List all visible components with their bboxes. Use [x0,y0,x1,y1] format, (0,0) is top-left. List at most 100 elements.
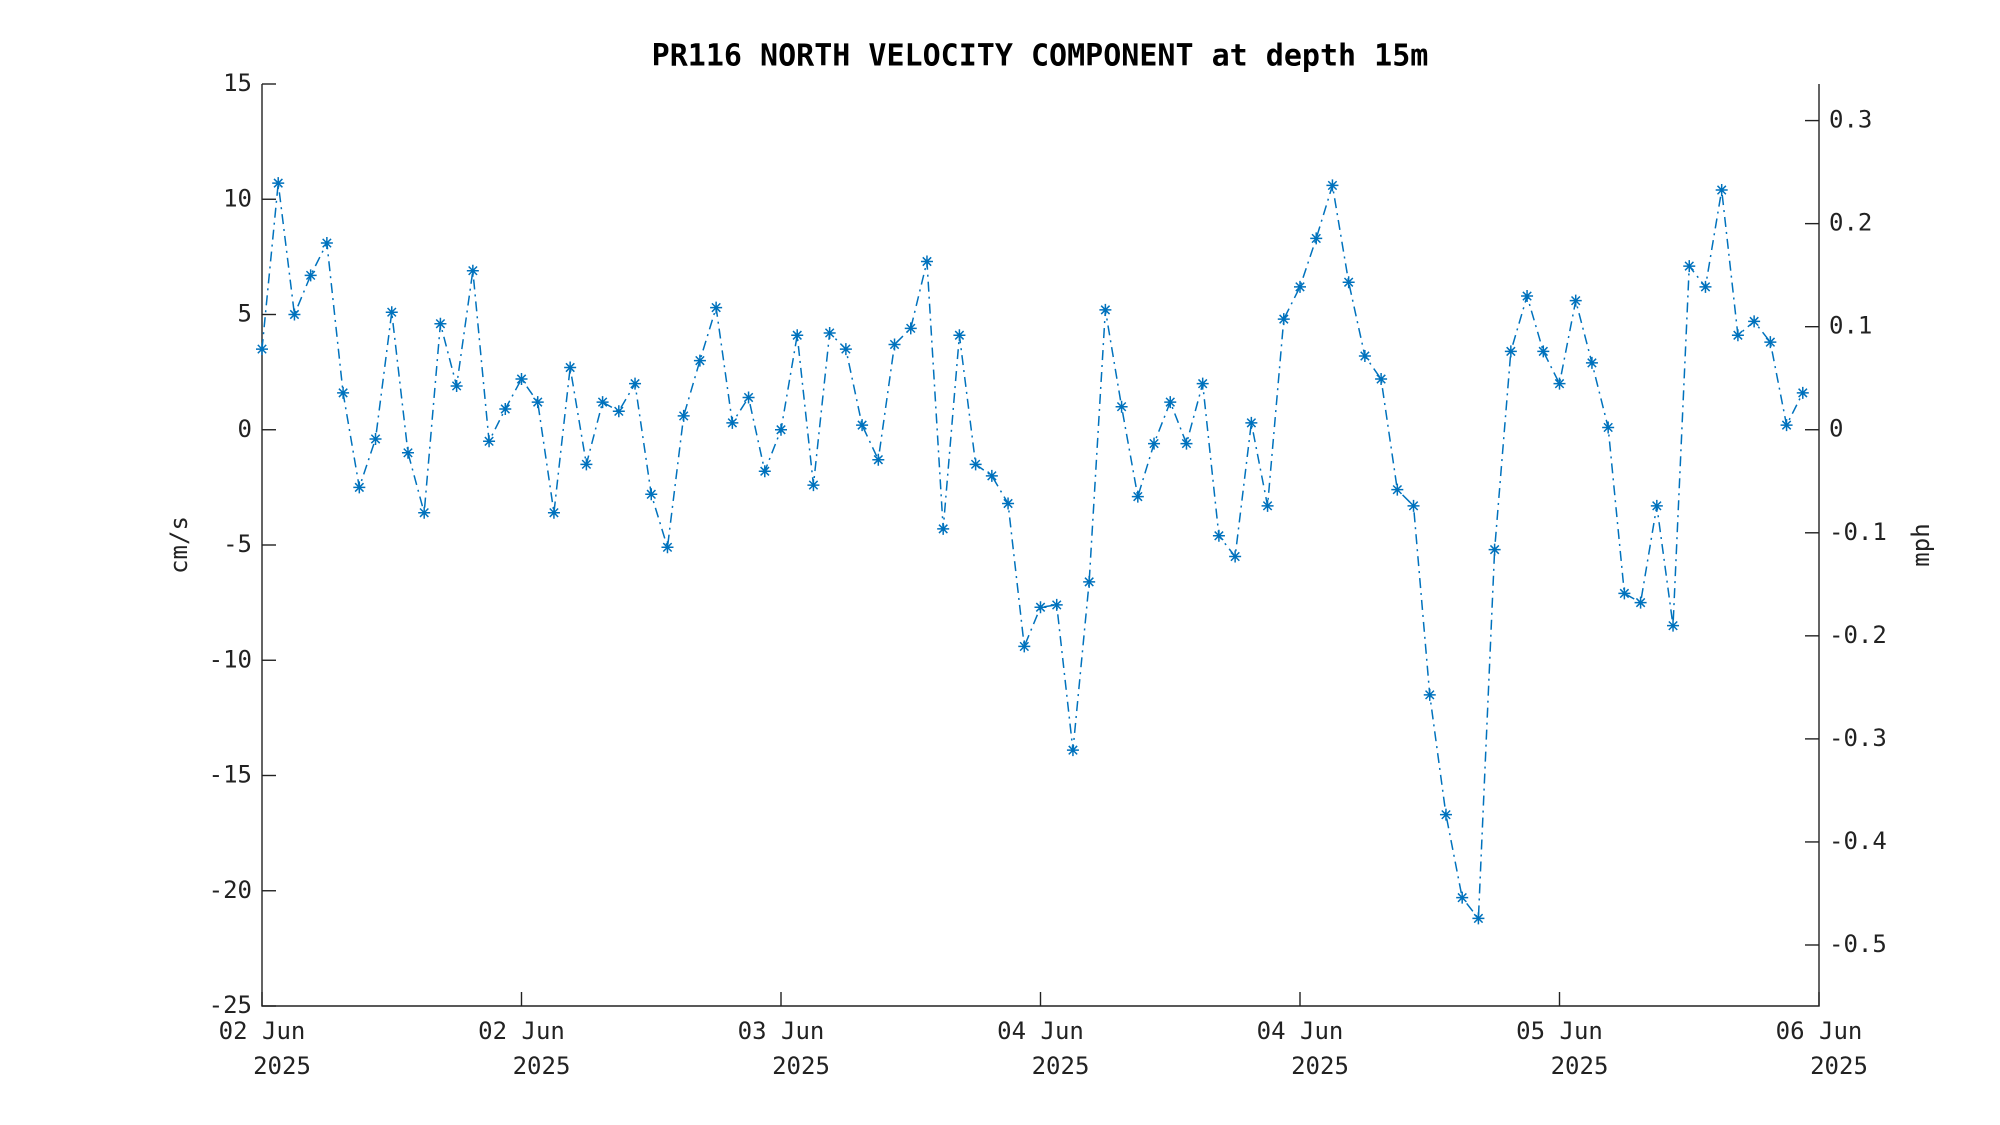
data-point [1196,377,1209,390]
data-point [1634,596,1647,609]
data-point [1488,543,1501,556]
y-tick-label: 5 [238,300,252,328]
data-point [823,326,836,339]
data-point [904,322,917,335]
data-point [953,329,966,342]
data-point [564,361,577,374]
data-point [1537,345,1550,358]
data-point [547,506,560,519]
y-tick-label: -10 [209,645,252,673]
data-point [1439,808,1452,821]
data-point [385,306,398,319]
x-tick-label: 05 Jun [1516,1017,1603,1045]
data-point [1472,912,1485,925]
x-tick-label: 04 Jun [1257,1017,1344,1045]
data-point [1002,497,1015,510]
data-point [1277,313,1290,326]
data-point [304,269,317,282]
data-point [872,453,885,466]
data-point [1261,499,1274,512]
data-point [1018,640,1031,653]
data-point [1391,483,1404,496]
data-point [969,458,982,471]
data-point [256,343,268,356]
y-tick-label: -25 [209,991,252,1019]
x-tick-label: 06 Jun [1776,1017,1863,1045]
data-point [612,405,625,418]
data-point [1050,598,1063,611]
data-point [1715,184,1728,197]
data-point [856,419,869,432]
data-point [1504,345,1517,358]
data-point [1667,619,1680,632]
y-tick-label: 15 [223,69,252,97]
y2-tick-label: 0.1 [1829,312,1872,340]
y-tick-label: -20 [209,876,252,904]
data-point [1245,416,1258,429]
data-point [483,435,496,448]
data-point [272,177,285,190]
data-point [1358,349,1371,362]
data-point [1083,575,1096,588]
data-point [1731,329,1744,342]
data-point [807,479,820,492]
data-point [726,416,739,429]
y2-tick-label: 0 [1829,415,1843,443]
data-point [1148,437,1161,450]
data-point [434,317,447,330]
y2-tick-label: -0.5 [1829,930,1887,958]
x-tick-year: 2025 [1810,1052,1868,1080]
x-tick-year: 2025 [772,1052,830,1080]
data-point [888,338,901,351]
data-point [758,465,771,478]
x-tick-year: 2025 [1291,1052,1349,1080]
y2-tick-label: -0.2 [1829,621,1887,649]
data-point [353,481,366,494]
x-tick-year: 2025 [513,1052,571,1080]
data-point [515,373,528,386]
data-point [1229,550,1242,563]
data-point [710,301,723,314]
data-point [1131,490,1144,503]
y-tick-label: -5 [223,530,252,558]
data-point [661,541,674,554]
data-point [1683,260,1696,273]
data-point [1796,386,1809,399]
data-point [288,308,301,321]
data-point [1066,744,1079,757]
data-point [677,409,690,422]
y-tick-label: 0 [238,415,252,443]
data-point [1764,336,1777,349]
data-point [1099,303,1112,316]
data-point [1699,280,1712,293]
data-point [1115,400,1128,413]
data-point [920,255,933,268]
data-point [1780,419,1793,432]
data-point [839,343,852,356]
y2-tick-label: 0.3 [1829,106,1872,134]
y-tick-label: 10 [223,184,252,212]
x-tick-label: 04 Jun [997,1017,1084,1045]
y-axis-label: cm/s [165,516,193,574]
data-point [401,446,414,459]
data-point [466,264,479,277]
data-point [369,432,382,445]
axes-frame [261,84,1820,1007]
x-tick-label: 02 Jun [478,1017,565,1045]
data-point [1294,280,1306,293]
x-tick-label: 03 Jun [738,1017,825,1045]
data-point [775,423,787,436]
data-point [1602,421,1615,434]
data-point [1180,437,1193,450]
data-point [629,377,642,390]
data-point [1164,396,1177,409]
data-point [1423,688,1436,701]
data-point [1650,499,1663,512]
x-tick-label: 02 Jun [219,1017,306,1045]
data-point [531,396,544,409]
y2-tick-label: -0.1 [1829,518,1887,546]
data-point [1212,529,1225,542]
data-point [1569,294,1582,307]
chart-title: PR116 NORTH VELOCITY COMPONENT at depth … [652,39,1429,74]
